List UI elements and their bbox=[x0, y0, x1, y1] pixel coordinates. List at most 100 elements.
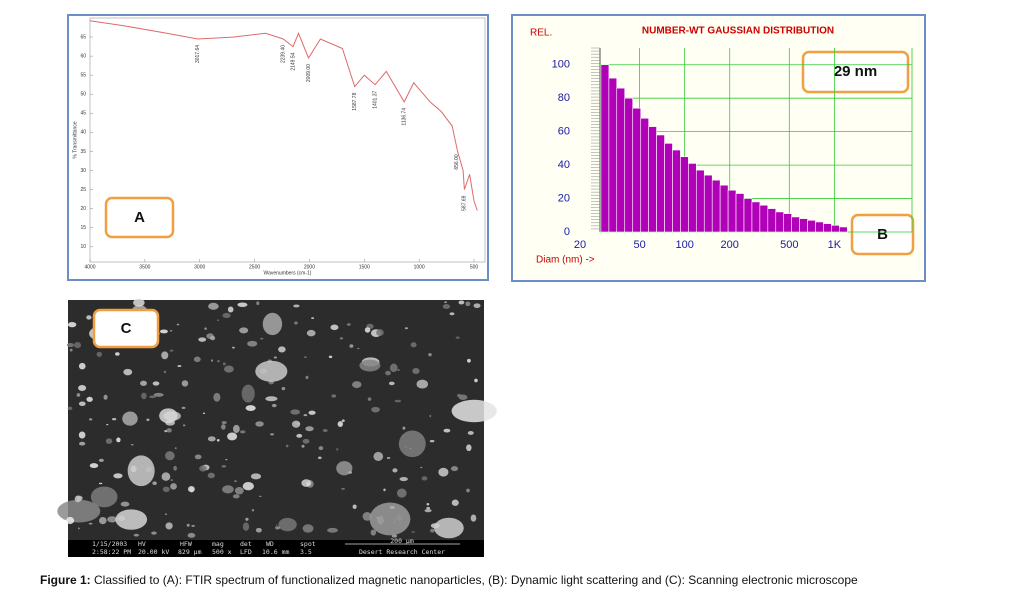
bar bbox=[815, 221, 824, 233]
x-tick-label: 1000 bbox=[414, 264, 425, 270]
particle bbox=[237, 302, 248, 307]
particle bbox=[86, 396, 93, 402]
particle bbox=[57, 499, 101, 523]
particle bbox=[451, 499, 459, 506]
particle bbox=[239, 430, 246, 434]
particle bbox=[443, 428, 451, 433]
bar bbox=[719, 184, 729, 233]
particle bbox=[262, 312, 283, 336]
particle bbox=[245, 405, 256, 411]
particle bbox=[234, 486, 244, 495]
particle bbox=[352, 381, 362, 389]
particle bbox=[115, 509, 148, 530]
peak-label: 3017.64 bbox=[195, 45, 201, 63]
particle bbox=[163, 370, 166, 374]
particle bbox=[216, 319, 220, 322]
particle bbox=[133, 298, 145, 307]
peak-label: 587.69 bbox=[462, 195, 468, 211]
particle bbox=[388, 381, 395, 386]
particle bbox=[336, 448, 339, 451]
particle bbox=[221, 465, 227, 468]
particle bbox=[327, 527, 338, 533]
particle bbox=[90, 486, 118, 508]
particle bbox=[161, 351, 169, 360]
particle bbox=[106, 423, 109, 426]
particle bbox=[222, 312, 231, 319]
particle bbox=[293, 304, 300, 308]
particle bbox=[367, 397, 372, 401]
particle bbox=[339, 337, 344, 340]
particle bbox=[373, 451, 384, 461]
bar bbox=[839, 226, 848, 233]
particle bbox=[251, 509, 255, 512]
particle bbox=[73, 342, 82, 349]
bar bbox=[672, 149, 681, 233]
bar bbox=[743, 198, 753, 233]
particle bbox=[394, 399, 402, 403]
particle bbox=[113, 473, 123, 479]
particle bbox=[424, 509, 432, 513]
y-tick-label: 55 bbox=[80, 73, 86, 79]
x-tick-label: 1K bbox=[828, 239, 842, 251]
particle bbox=[186, 523, 190, 527]
sem-field: mag bbox=[212, 540, 224, 548]
particle bbox=[306, 329, 316, 337]
particle bbox=[412, 367, 420, 375]
bar bbox=[695, 169, 705, 233]
particle bbox=[88, 418, 93, 421]
particle bbox=[112, 418, 117, 421]
bar bbox=[735, 193, 745, 233]
peak-label: 1587.78 bbox=[352, 92, 358, 110]
particle bbox=[161, 472, 171, 481]
sem-field: det bbox=[240, 540, 252, 548]
particle bbox=[181, 406, 186, 409]
particle bbox=[115, 352, 120, 356]
x-tick-label: 1500 bbox=[359, 264, 370, 270]
particle bbox=[166, 428, 172, 433]
peak-label: 2009.00 bbox=[306, 64, 312, 82]
particle bbox=[341, 488, 345, 490]
particle bbox=[242, 522, 250, 531]
sem-field: 10.6 mm bbox=[262, 548, 289, 556]
particle bbox=[239, 327, 249, 334]
y-tick-label: 40 bbox=[80, 130, 86, 136]
particle bbox=[305, 375, 309, 380]
particle bbox=[86, 315, 92, 320]
bar bbox=[648, 126, 657, 233]
particle bbox=[458, 300, 465, 305]
particle bbox=[173, 465, 177, 471]
particle bbox=[169, 329, 173, 332]
particle bbox=[232, 424, 240, 434]
particle bbox=[88, 522, 93, 525]
particle bbox=[193, 356, 201, 362]
bar bbox=[791, 216, 800, 233]
particle bbox=[210, 359, 214, 362]
particle bbox=[398, 430, 426, 458]
particle bbox=[429, 439, 435, 443]
particle bbox=[359, 359, 381, 372]
particle bbox=[140, 380, 147, 386]
x-tick-label: 20 bbox=[574, 239, 586, 251]
particle bbox=[159, 408, 178, 424]
particle bbox=[213, 392, 221, 402]
particle bbox=[392, 468, 398, 473]
particle bbox=[301, 444, 305, 448]
x-tick-label: 3500 bbox=[139, 264, 150, 270]
particle bbox=[256, 301, 260, 306]
sem-field: WD bbox=[266, 540, 274, 548]
particle bbox=[217, 360, 220, 363]
sem-date: 1/15/2003 bbox=[92, 540, 127, 548]
y-tick-label: 65 bbox=[80, 34, 86, 40]
particle bbox=[107, 516, 118, 523]
particle bbox=[250, 473, 262, 480]
particle bbox=[98, 458, 104, 462]
particle bbox=[318, 446, 324, 451]
particle bbox=[127, 455, 155, 487]
x-tick-label: 500 bbox=[470, 264, 479, 270]
particle bbox=[273, 356, 278, 359]
bar bbox=[624, 97, 634, 233]
particle bbox=[232, 494, 240, 499]
bar bbox=[823, 223, 832, 233]
x-axis-label: Wavenumbers (cm-1) bbox=[264, 270, 312, 276]
x-axis-label: Diam (nm) -> bbox=[536, 255, 595, 266]
